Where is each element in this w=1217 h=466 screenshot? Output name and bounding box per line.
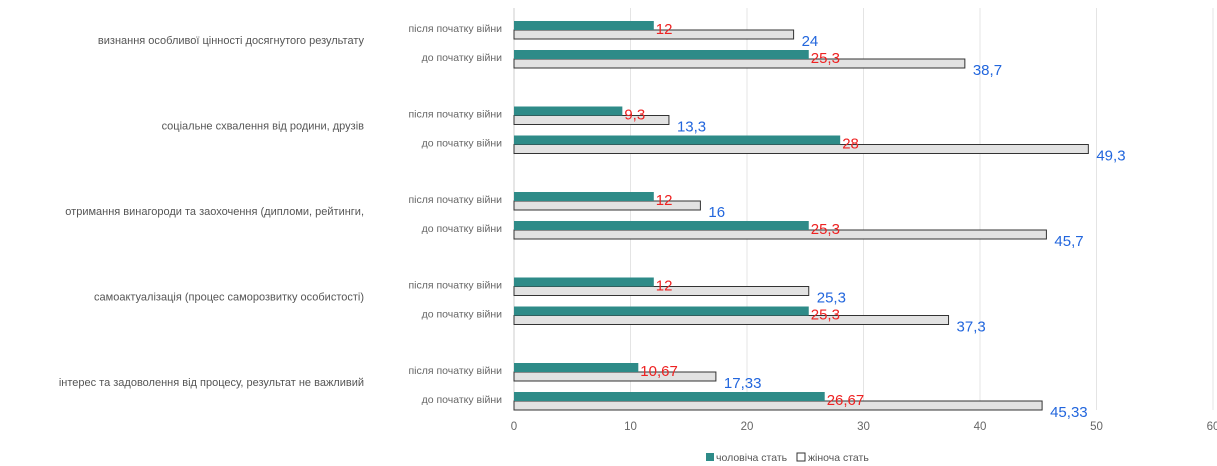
group-label: до початку війни [422, 138, 503, 150]
bar-male [514, 106, 623, 116]
value-label-female: 16 [708, 204, 725, 221]
bar-female [513, 229, 1047, 240]
value-label-male: 10,67 [640, 363, 678, 380]
value-label-female: 13,3 [677, 119, 706, 136]
category-label: отримання винагороди та заохочення (дипл… [65, 206, 364, 218]
value-label-female: 17,33 [724, 375, 762, 392]
x-tick-label: 20 [741, 421, 754, 433]
value-label-male: 9,3 [624, 107, 645, 124]
bar-female [513, 400, 1043, 411]
bar-male [514, 392, 825, 401]
legend: чоловіча стать жіноча стать [706, 452, 869, 464]
group-label: після початку війни [408, 365, 502, 377]
category-label: соціальне схвалення від родини, друзів [162, 121, 365, 133]
value-label-female: 37,3 [957, 319, 986, 336]
bar-male [514, 135, 841, 145]
x-tick-label: 10 [624, 421, 637, 433]
value-label-female: 45,33 [1050, 404, 1088, 421]
bar-male [514, 192, 654, 201]
value-label-female: 49,3 [1096, 148, 1125, 165]
bar-male [514, 306, 809, 316]
bar-male [514, 277, 654, 287]
group-label: після початку війни [408, 194, 502, 206]
male-bars [514, 21, 841, 401]
x-tick-label: 30 [857, 421, 870, 433]
value-labels: 122425,338,79,313,32849,3121625,345,7122… [624, 21, 1125, 421]
value-label-male: 25,3 [811, 307, 840, 324]
group-label: після початку війни [408, 109, 502, 121]
value-label-male: 28 [842, 136, 859, 153]
category-label: інтерес та задоволення від процесу, резу… [59, 377, 364, 389]
group-label: до початку війни [422, 309, 503, 321]
bar-female [513, 58, 966, 69]
group-label: до початку війни [422, 394, 503, 406]
x-tick-label: 60 [1207, 421, 1217, 433]
value-label-male: 12 [656, 278, 673, 295]
x-tick-label: 0 [511, 421, 517, 433]
bar-male [514, 363, 639, 372]
bar-female [513, 144, 1089, 154]
category-labels: визнання особливої цінності досягнутого … [59, 23, 502, 406]
grid-lines [513, 8, 1214, 410]
category-label: визнання особливої цінності досягнутого … [98, 35, 365, 47]
x-tick-labels: 0 10 20 30 40 50 60 [511, 421, 1217, 433]
value-label-male: 25,3 [811, 50, 840, 67]
legend-swatch-female [796, 452, 806, 462]
group-label: після початку війни [408, 23, 502, 35]
bar-male [514, 21, 654, 30]
bar-female [513, 286, 810, 296]
value-label-female: 38,7 [973, 62, 1002, 79]
value-label-female: 45,7 [1054, 233, 1083, 250]
bar-female [513, 371, 717, 382]
value-label-female: 25,3 [817, 290, 846, 307]
legend-label-female: жіноча стать [808, 452, 869, 464]
legend-label-male: чоловіча стать [716, 452, 788, 464]
group-label: до початку війни [422, 52, 503, 64]
x-tick-label: 40 [974, 421, 987, 433]
value-label-male: 12 [656, 21, 673, 38]
value-label-male: 12 [656, 192, 673, 209]
bar-female [513, 315, 950, 325]
bar-male [514, 50, 809, 59]
bar-male [514, 221, 809, 230]
value-label-female: 24 [802, 33, 819, 50]
value-label-male: 25,3 [811, 221, 840, 238]
female-bars [513, 29, 1089, 411]
bar-female [513, 29, 795, 40]
group-label: до початку війни [422, 223, 503, 235]
category-label: самоактуалізація (процес саморозвитку ос… [94, 292, 364, 304]
value-label-male: 26,67 [827, 392, 865, 409]
x-tick-label: 50 [1090, 421, 1103, 433]
group-label: після початку війни [408, 280, 502, 292]
legend-swatch-male [706, 453, 714, 461]
bar-female [513, 115, 670, 125]
